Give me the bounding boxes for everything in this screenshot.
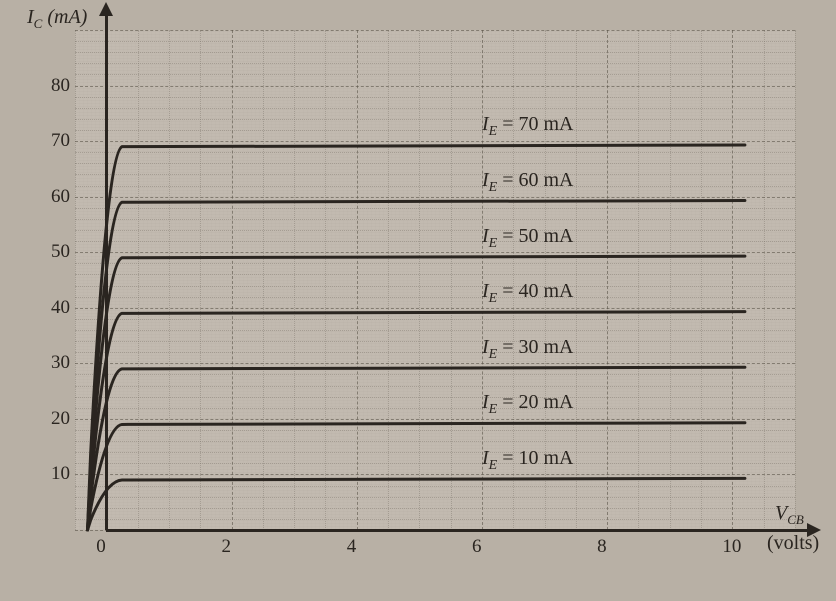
y-tick-label: 20 <box>40 408 70 430</box>
y-tick-label: 40 <box>40 297 70 319</box>
characteristic-curve <box>88 256 745 530</box>
curve-label: IE = 50 mA <box>482 225 574 252</box>
x-tick-label: 0 <box>96 536 106 558</box>
characteristic-curve <box>88 478 745 530</box>
curve-label: IE = 20 mA <box>482 391 574 418</box>
y-tick-label: 70 <box>40 130 70 152</box>
curve-label: IE = 30 mA <box>482 336 574 363</box>
y-tick-label: 30 <box>40 352 70 374</box>
characteristic-curve <box>88 423 745 530</box>
curves-svg <box>75 30 795 530</box>
x-tick-label: 6 <box>472 536 482 558</box>
x-axis-label: VCB <box>775 502 804 528</box>
y-axis-label: IC (mA) <box>27 6 87 32</box>
plot-area <box>75 30 795 530</box>
x-tick-label: 4 <box>347 536 357 558</box>
characteristic-curve <box>88 312 745 530</box>
x-tick-label: 2 <box>222 536 232 558</box>
y-tick-label: 80 <box>40 75 70 97</box>
x-axis-unit-label: (volts) <box>767 532 819 555</box>
curve-label: IE = 40 mA <box>482 280 574 307</box>
x-tick-label: 8 <box>597 536 607 558</box>
y-tick-label: 10 <box>40 463 70 485</box>
y-axis-arrowhead <box>99 2 113 16</box>
curve-label: IE = 10 mA <box>482 447 574 474</box>
y-tick-label: 50 <box>40 241 70 263</box>
grid-line-vertical <box>795 30 796 530</box>
y-tick-label: 60 <box>40 186 70 208</box>
curve-label: IE = 70 mA <box>482 113 574 140</box>
characteristic-curve <box>88 367 745 530</box>
curve-label: IE = 60 mA <box>482 169 574 196</box>
x-tick-label: 10 <box>722 536 741 558</box>
chart-container: 10 20 30 40 50 60 70 80 0 2 4 6 8 10 IC (mA) VCB (volts)… <box>0 0 836 601</box>
